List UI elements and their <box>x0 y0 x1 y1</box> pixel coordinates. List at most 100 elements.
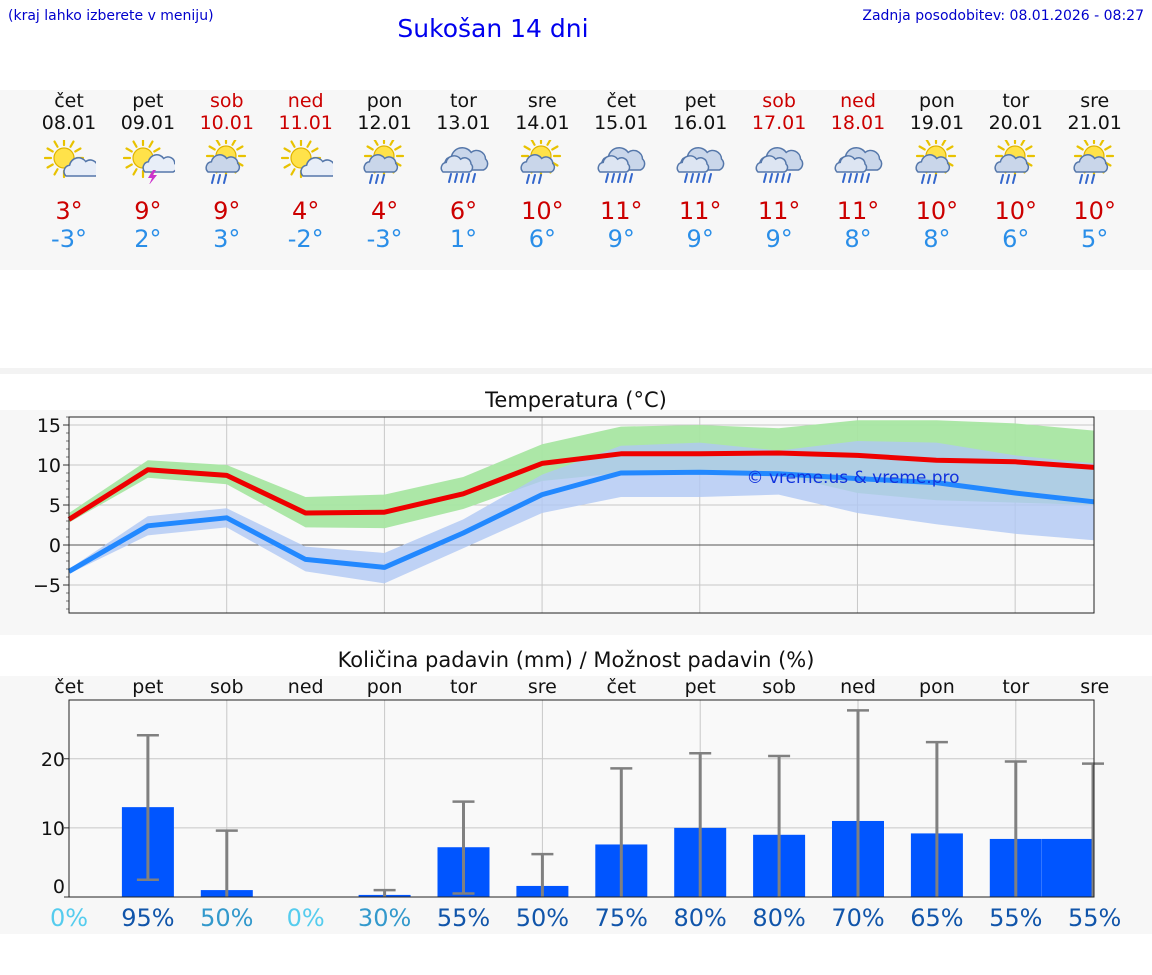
day-date: 09.01 <box>120 112 176 134</box>
min-temperature: -3° <box>366 225 403 253</box>
max-temperature: 9° <box>134 197 162 225</box>
precipitation-day-label: ned <box>840 676 876 698</box>
plot-frame <box>68 699 1095 898</box>
day-date: 08.01 <box>41 112 97 134</box>
max-temperature: 3° <box>55 197 83 225</box>
precipitation-probability: 50% <box>515 904 570 932</box>
day-name: čet <box>54 90 84 112</box>
min-temperature: 9° <box>607 225 635 253</box>
precipitation-probability: 95% <box>121 904 175 932</box>
precipitation-probability: 80% <box>673 904 727 932</box>
y-tick-label: 20 <box>41 749 65 771</box>
precipitation-probability: 0% <box>49 904 89 932</box>
min-temperature: -2° <box>287 225 324 253</box>
cloud-rain-icon <box>834 147 883 183</box>
y-tick-label: 0 <box>49 535 61 557</box>
precipitation-day-label: pon <box>919 676 955 698</box>
day-date: 14.01 <box>515 112 570 134</box>
precipitation-day-label: tor <box>1002 676 1030 698</box>
max-temperature-line <box>67 450 1095 522</box>
cloud-rain-icon <box>597 147 646 183</box>
sun-cloud-rain-icon <box>1073 140 1114 184</box>
y-tick-label: 10 <box>37 455 61 477</box>
precipitation-day-label: pet <box>132 676 164 698</box>
precipitation-probability: 75% <box>594 904 648 932</box>
day-date: 11.01 <box>278 112 333 134</box>
cloud-rain-icon <box>755 147 804 183</box>
day-name: pet <box>684 90 716 112</box>
precipitation-day-label: sre <box>527 676 557 698</box>
min-temperature: 1° <box>449 225 478 253</box>
day-date: 21.01 <box>1067 112 1122 134</box>
day-name: pon <box>919 90 955 112</box>
day-name: ned <box>840 90 876 112</box>
precipitation-day-label: sob <box>762 676 796 698</box>
location-hint-link[interactable]: (kraj lahko izberete v meniju) <box>8 8 214 24</box>
precipitation-day-label: čet <box>606 676 637 698</box>
sun-cloud-rain-icon <box>205 140 246 184</box>
plot-frame <box>68 416 1095 614</box>
precipitation-probability: 50% <box>200 904 254 932</box>
max-temperature: 4° <box>370 197 399 225</box>
max-temperature: 10° <box>994 197 1038 225</box>
min-temperature: 5° <box>1081 225 1109 253</box>
day-name: tor <box>450 90 477 112</box>
day-name: pet <box>132 90 164 112</box>
day-date: 18.01 <box>830 112 886 134</box>
last-update-text: Zadnja posodobitev: 08.01.2026 - 08:27 <box>862 8 1144 24</box>
day-name: čet <box>606 90 637 112</box>
day-date: 16.01 <box>672 112 728 134</box>
page-title: Sukošan 14 dni <box>397 14 589 43</box>
min-temperature-line <box>67 469 1095 574</box>
day-date: 12.01 <box>357 112 412 134</box>
day-date: 13.01 <box>436 112 491 134</box>
max-temperature: 11° <box>678 197 722 225</box>
day-name: sre <box>1080 90 1110 112</box>
precipitation-day-label: pon <box>366 676 403 698</box>
sun-cloud-rain-icon <box>915 140 956 184</box>
temperature-chart-title: Temperatura (°C) <box>485 388 667 412</box>
day-date: 15.01 <box>594 112 649 134</box>
precipitation-probability: 55% <box>1068 904 1122 932</box>
precipitation-probability: 0% <box>286 904 325 932</box>
day-date: 10.01 <box>199 112 254 134</box>
min-temperature: 9° <box>765 225 793 253</box>
max-temperature: 11° <box>600 197 643 225</box>
max-temperature: 4° <box>292 197 320 225</box>
precipitation-probability: 70% <box>831 904 885 932</box>
min-temperature: 2° <box>134 225 162 253</box>
max-temperature: 10° <box>521 197 564 225</box>
y-tick-label: 0 <box>53 876 65 898</box>
precipitation-day-label: sre <box>1080 676 1110 698</box>
precipitation-probability: 55% <box>436 904 491 932</box>
day-name: pon <box>366 90 403 112</box>
day-name: sre <box>527 90 557 112</box>
max-temperature: 9° <box>213 197 241 225</box>
sun-cloud-rain-icon <box>363 140 404 184</box>
precipitation-probability: 80% <box>752 904 806 932</box>
max-temperature: 11° <box>836 197 880 225</box>
precipitation-probability: 30% <box>357 904 412 932</box>
min-temperature: 8° <box>923 225 951 253</box>
sun-cloud-icon <box>280 140 333 179</box>
precipitation-probability: 65% <box>910 904 964 932</box>
min-temperature: 9° <box>686 225 714 253</box>
max-temperature: 6° <box>449 197 478 225</box>
watermark: © vreme.us & vreme.pro <box>746 468 959 488</box>
min-temperature: 6° <box>1002 225 1030 253</box>
precipitation-chart: 0 10 20 <box>41 699 1104 898</box>
precipitation-day-label: sob <box>210 676 244 698</box>
cloud-rain-icon <box>440 147 488 183</box>
precipitation-chart-title: Količina padavin (mm) / Možnost padavin … <box>337 648 815 672</box>
precipitation-bar <box>1042 838 1094 897</box>
min-temperature: 8° <box>844 225 872 253</box>
max-temperature: 11° <box>757 197 801 225</box>
forecast-strip <box>0 90 1152 270</box>
y-tick-label: 5 <box>49 495 61 517</box>
sun-cloud-rain-icon <box>994 140 1035 184</box>
day-name: tor <box>1002 90 1030 112</box>
sun-cloud-icon <box>44 140 96 179</box>
sun-cloud-thunder-icon <box>122 140 175 184</box>
day-name: sob <box>762 90 796 112</box>
day-date: 20.01 <box>988 112 1043 134</box>
